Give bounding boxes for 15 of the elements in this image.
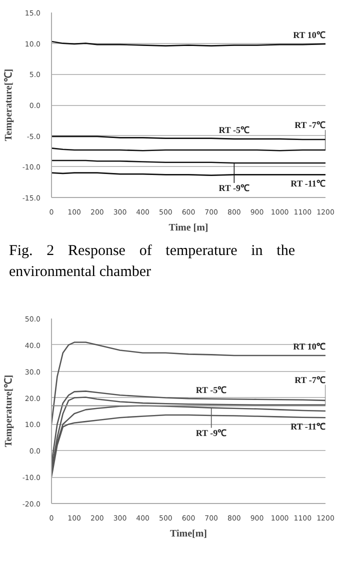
y-axis-title: Temperature[℃] — [3, 68, 14, 142]
text: RT -7℃ — [294, 374, 326, 385]
series-label: RT -5℃ — [196, 384, 227, 395]
x-axis-title: Time[m] — [170, 528, 208, 540]
series-label: RT -11℃ — [290, 178, 326, 189]
series-label: RT 10℃ — [293, 342, 326, 352]
legend-label: RT -9℃ — [196, 428, 227, 438]
y-axis-title: Temperature[℃] — [3, 374, 14, 448]
series-label: RT -11℃ — [290, 422, 326, 432]
series-label: RT 10℃ — [293, 30, 326, 40]
legend-label: RT -9℃ — [218, 182, 250, 193]
x-axis-title: Time [m] — [168, 222, 208, 234]
series-label: RT -5℃ — [218, 124, 250, 135]
text: RT -7℃ — [294, 120, 326, 130]
caption: Fig. 2 Response of temperature in the environmental chamber — [9, 242, 295, 282]
